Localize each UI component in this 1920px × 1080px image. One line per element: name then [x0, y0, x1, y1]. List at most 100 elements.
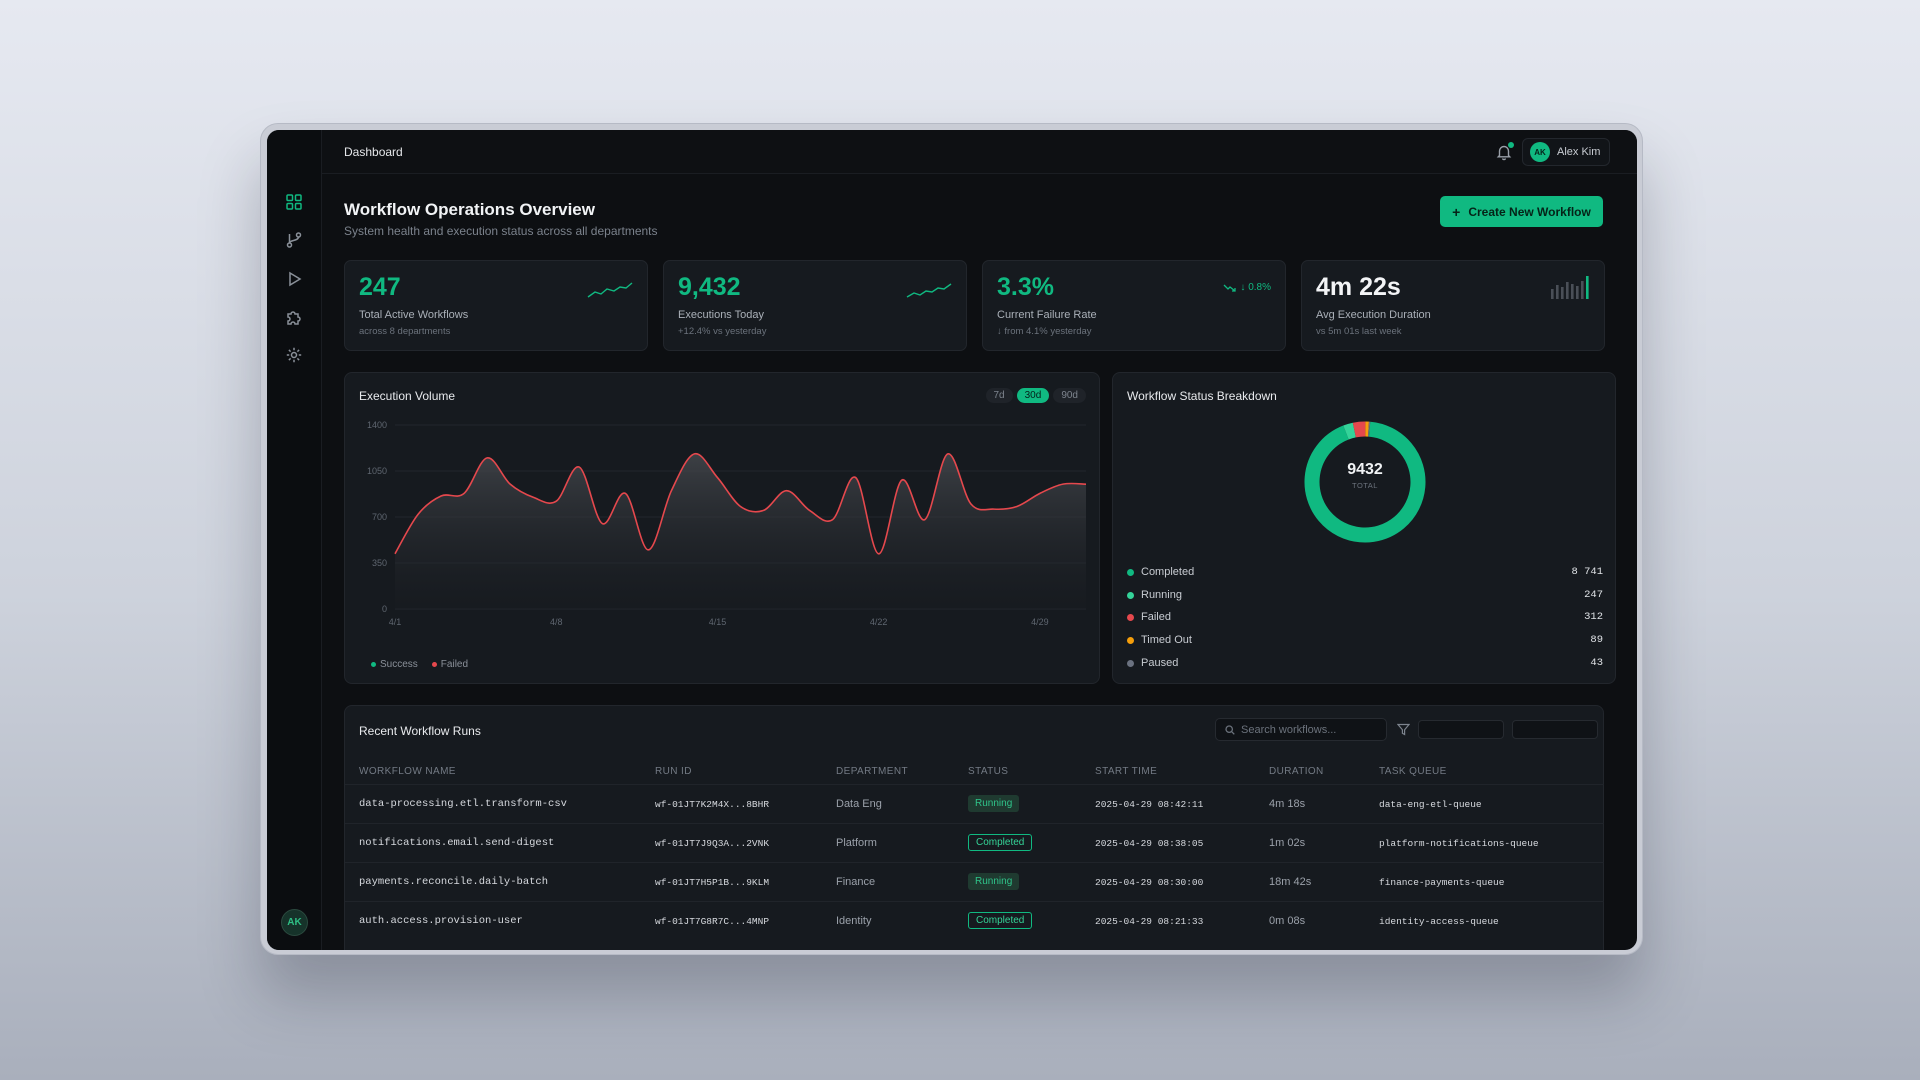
panel-title: Execution Volume	[359, 389, 456, 403]
stat-value: 247	[359, 273, 401, 301]
department-filter-select[interactable]	[1418, 720, 1504, 739]
status-count: 89	[1590, 634, 1603, 646]
column-header-task-queue[interactable]: TASK QUEUE	[1379, 766, 1447, 777]
legend-label: Failed	[440, 659, 469, 670]
stat-card-active-workflows: 247 Total Active Workflows across 8 depa…	[344, 260, 648, 351]
stat-card-avg-duration: 4m 22s Avg Execution Duration vs 5m 01s …	[1301, 260, 1605, 351]
table-row[interactable]: data-processing.etl.transform-csv wf-01J…	[345, 784, 1604, 823]
cell-task-queue: finance-payments-queue	[1379, 877, 1505, 888]
y-tick-label: 1400	[367, 420, 387, 430]
cell-department: Platform	[836, 837, 877, 849]
page-title: Workflow Operations Overview	[344, 200, 595, 219]
sidebar-avatar[interactable]: AK	[281, 909, 308, 936]
status-badge: Running	[968, 873, 1020, 890]
cell-duration: 0m 08s	[1269, 915, 1306, 927]
status-filter-select[interactable]	[1512, 720, 1598, 739]
sidebar-item-integrations[interactable]	[283, 306, 305, 328]
column-header-workflow-name[interactable]: WORKFLOW NAME	[359, 766, 456, 777]
cell-start-time: 2025-04-29 08:38:05	[1095, 838, 1204, 849]
stat-value: 9,432	[678, 273, 741, 301]
cell-task-queue: platform-notifications-queue	[1379, 838, 1539, 849]
stat-delta-text: ↓ 0.8%	[1240, 282, 1271, 293]
create-workflow-button[interactable]: + Create New Workflow	[1440, 196, 1603, 227]
panel-title: Workflow Status Breakdown	[1127, 389, 1277, 403]
status-row-paused: Paused 43	[1127, 654, 1603, 672]
sidebar-item-dashboard[interactable]	[283, 191, 305, 213]
donut-total-label: TOTAL	[1352, 481, 1378, 490]
stat-card-executions-today: 9,432 Executions Today +12.4% vs yesterd…	[663, 260, 967, 351]
user-menu[interactable]: AK Alex Kim	[1522, 138, 1610, 166]
column-header-status[interactable]: STATUS	[968, 766, 1009, 777]
legend-label: Success	[380, 659, 418, 670]
status-label: Timed Out	[1141, 634, 1192, 646]
gear-icon	[286, 347, 302, 363]
status-dot	[1127, 659, 1134, 667]
column-header-duration[interactable]: DURATION	[1269, 766, 1324, 777]
status-label: Paused	[1141, 657, 1179, 669]
status-dot	[1127, 613, 1134, 621]
cell-workflow-name: notifications.email.send-digest	[359, 837, 555, 849]
bar-chart-icon	[1551, 276, 1589, 299]
column-header-department[interactable]: DEPARTMENT	[836, 766, 908, 777]
user-name: Alex Kim	[1557, 146, 1601, 158]
donut-total: 9432	[1347, 461, 1383, 478]
cell-start-time: 2025-04-29 08:30:00	[1095, 877, 1204, 888]
status-badge: Completed	[968, 834, 1033, 851]
column-header-run-id[interactable]: RUN ID	[655, 766, 692, 777]
status-row-timed-out: Timed Out 89	[1127, 631, 1603, 649]
cell-workflow-name: data-processing.etl.transform-csv	[359, 798, 567, 810]
sidebar-item-settings[interactable]	[283, 344, 305, 366]
tab-30d[interactable]: 30d	[1016, 388, 1050, 403]
table-row[interactable]: notifications.email.send-digest wf-01JT7…	[345, 823, 1604, 862]
search-box	[1215, 718, 1387, 741]
page-subtitle: System health and execution status acros…	[344, 224, 658, 238]
user-avatar: AK	[1530, 142, 1550, 162]
sparkline-icon	[587, 282, 633, 298]
status-dot	[1127, 568, 1134, 576]
y-tick-label: 350	[372, 558, 387, 568]
status-label: Running	[1141, 589, 1182, 601]
cell-duration: 4m 18s	[1269, 798, 1306, 810]
bell-icon[interactable]	[1495, 143, 1513, 161]
status-row-failed: Failed 312	[1127, 608, 1603, 626]
y-tick-label: 1050	[367, 466, 387, 476]
stat-note: across 8 departments	[359, 326, 451, 337]
x-tick-label: 4/8	[550, 617, 563, 627]
filter-icon[interactable]	[1397, 723, 1410, 736]
legend-success: Success	[371, 659, 418, 670]
cell-duration: 18m 42s	[1269, 876, 1312, 888]
stat-note: ↓ from 4.1% yesterday	[997, 326, 1092, 337]
legend-failed: Failed	[431, 659, 469, 670]
table-row[interactable]: auth.access.provision-user wf-01JT7G8R7C…	[345, 901, 1604, 940]
sidebar-item-executions[interactable]	[283, 268, 305, 290]
series-area-success	[395, 453, 1086, 609]
breadcrumb: Dashboard	[344, 145, 403, 159]
status-donut-chart	[1304, 421, 1426, 543]
y-tick-label: 0	[382, 604, 387, 614]
tab-7d[interactable]: 7d	[985, 388, 1013, 403]
cell-department: Identity	[836, 915, 872, 927]
puzzle-icon	[287, 311, 301, 325]
x-tick-label: 4/15	[709, 617, 727, 627]
column-header-start-time[interactable]: START TIME	[1095, 766, 1158, 777]
stat-note: vs 5m 01s last week	[1316, 326, 1402, 337]
sidebar-item-workflows[interactable]	[283, 229, 305, 251]
recent-runs-panel: Recent Workflow Runs WORKFLOW NAME RUN I…	[344, 705, 1604, 950]
chart-legend: Success Failed	[371, 659, 468, 670]
cell-start-time: 2025-04-29 08:21:33	[1095, 916, 1204, 927]
y-tick-label: 700	[372, 512, 387, 522]
cell-run-id: wf-01JT7G8R7C...4MNP	[655, 916, 770, 927]
cell-start-time: 2025-04-29 08:42:11	[1095, 799, 1204, 810]
x-tick-label: 4/29	[1031, 617, 1049, 627]
donut-slice-completed[interactable]	[1304, 421, 1426, 543]
execution-volume-chart: 0 350 700 1050 1400 4/1 4/8 4/15 4/22 4/29	[367, 420, 1087, 627]
tab-90d[interactable]: 90d	[1053, 388, 1086, 403]
status-breakdown-panel: Workflow Status Breakdown 9432 TOTAL Com…	[1112, 372, 1616, 684]
cell-department: Finance	[836, 876, 876, 888]
cell-run-id: wf-01JT7H5P1B...9KLM	[655, 877, 770, 888]
search-input[interactable]	[1241, 723, 1381, 736]
create-workflow-label: Create New Workflow	[1468, 204, 1591, 219]
table-row[interactable]: payments.reconcile.daily-batch wf-01JT7H…	[345, 862, 1604, 901]
cell-workflow-name: payments.reconcile.daily-batch	[359, 876, 549, 888]
status-badge: Completed	[968, 912, 1033, 929]
